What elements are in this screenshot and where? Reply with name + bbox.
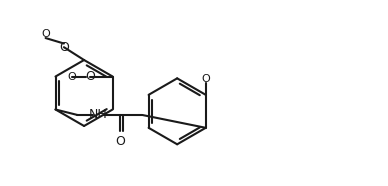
Text: O: O [201, 74, 210, 84]
Text: O: O [67, 71, 76, 81]
Text: O: O [85, 70, 95, 83]
Text: O: O [59, 41, 69, 54]
Text: O: O [115, 135, 125, 148]
Text: NH: NH [88, 108, 107, 121]
Text: O: O [41, 29, 50, 39]
